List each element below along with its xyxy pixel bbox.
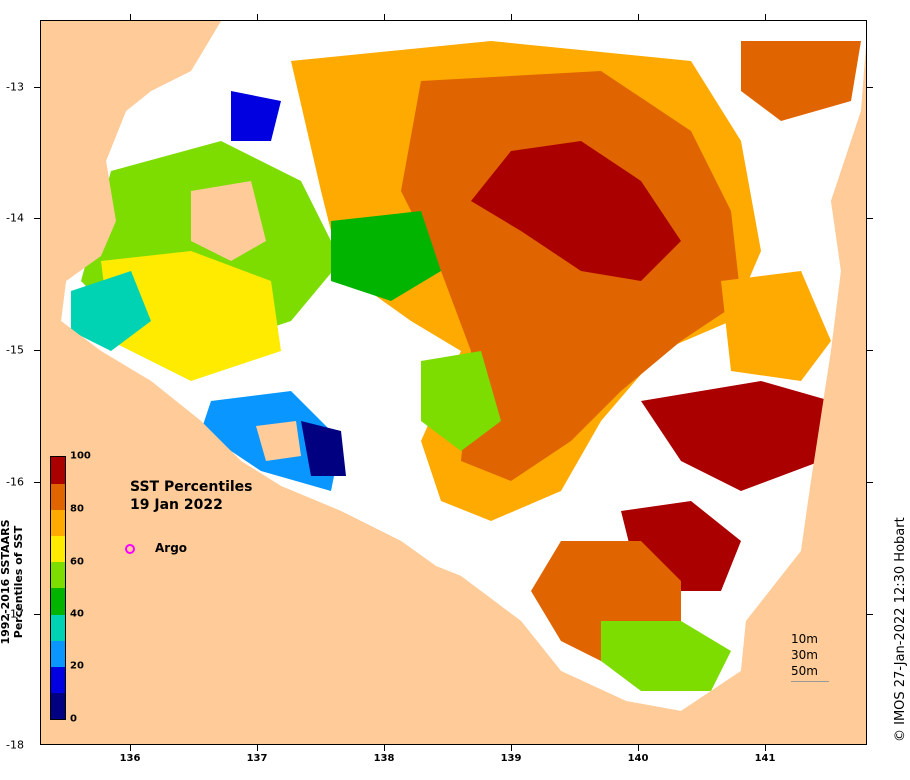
colorbar-segment bbox=[51, 561, 65, 589]
colorbar-tick: 0 bbox=[70, 713, 77, 725]
argo-marker-icon bbox=[125, 544, 135, 554]
depth-label: 30m bbox=[791, 648, 818, 662]
colorbar-segment bbox=[51, 692, 65, 720]
colorbar-tick: 100 bbox=[70, 450, 91, 462]
island-groote bbox=[191, 181, 266, 261]
sst-field bbox=[71, 41, 861, 691]
lon-label: 139 bbox=[500, 753, 522, 764]
lon-label: 141 bbox=[754, 753, 776, 764]
credit-text: © IMOS 27-Jan-2022 12:30 Hobart bbox=[893, 517, 908, 742]
lon-label: 136 bbox=[119, 753, 141, 764]
sst-map-canvas bbox=[41, 21, 866, 744]
map-date: 19 Jan 2022 bbox=[130, 497, 223, 513]
lat-label: -16 bbox=[6, 475, 24, 489]
lat-label: -18 bbox=[6, 738, 24, 752]
depth-legend: 10m 30m 50m bbox=[791, 631, 829, 682]
colorbar-segment bbox=[51, 640, 65, 668]
map-title: SST Percentiles bbox=[130, 479, 253, 495]
colorbar-segment bbox=[51, 666, 65, 694]
colorbar-segment bbox=[51, 535, 65, 563]
colorbar-segment bbox=[51, 509, 65, 537]
lon-label: 138 bbox=[373, 753, 395, 764]
colorbar-title: 1992-2016 SSTAARS Percentiles of SST bbox=[0, 519, 25, 645]
colorbar-segment bbox=[51, 588, 65, 615]
argo-label: Argo bbox=[155, 541, 188, 555]
lat-label: -13 bbox=[6, 80, 24, 94]
colorbar-segment bbox=[51, 483, 65, 510]
map-panel bbox=[40, 20, 867, 745]
colorbar-tick: 80 bbox=[70, 503, 84, 515]
lon-label: 140 bbox=[627, 753, 649, 764]
lat-label: -17 bbox=[6, 607, 24, 621]
colorbar bbox=[50, 456, 66, 720]
colorbar-segment bbox=[51, 457, 65, 484]
depth-label: 50m bbox=[791, 664, 818, 678]
colorbar-tick: 40 bbox=[70, 608, 84, 620]
colorbar-tick: 60 bbox=[70, 556, 84, 568]
colorbar-tick: 20 bbox=[70, 660, 84, 672]
colorbar-segment bbox=[51, 614, 65, 641]
lat-label: -15 bbox=[6, 343, 24, 357]
lon-label: 137 bbox=[246, 753, 268, 764]
lat-label: -14 bbox=[6, 211, 24, 225]
depth-label: 10m bbox=[791, 632, 818, 646]
